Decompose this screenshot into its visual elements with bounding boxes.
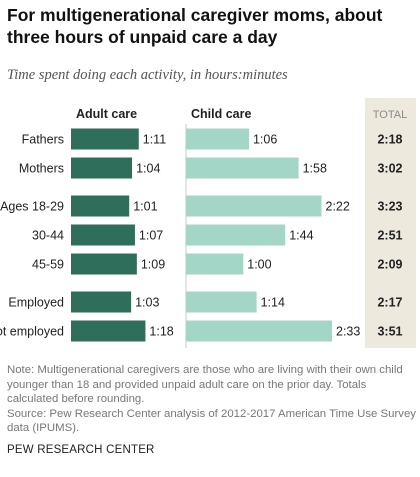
category-label: Not employed	[0, 325, 64, 339]
child-care-bar	[186, 291, 257, 313]
child-care-value-label: 2:22	[326, 200, 350, 214]
total-value-label: 3:02	[377, 162, 402, 176]
source-text: Source: Pew Research Center analysis of …	[7, 407, 416, 435]
adult-care-value-label: 1:01	[133, 200, 157, 214]
total-column-band	[365, 98, 416, 348]
adult-care-bar	[71, 128, 139, 150]
category-label: Mothers	[19, 162, 64, 176]
child-care-bar	[186, 157, 299, 179]
child-care-bar	[186, 253, 244, 275]
total-value-label: 2:51	[377, 229, 402, 243]
chart-rows: Fathers 1:11 1:06 2:18 Mothers 1:04 1:58 3:02 Ag…	[0, 128, 403, 342]
total-value-label: 2:09	[377, 258, 402, 272]
total-value-label: 2:17	[377, 296, 402, 310]
chart-notes: Note: Multigenerational caregivers are t…	[7, 363, 417, 436]
child-care-bar	[186, 195, 322, 217]
adult-care-bar	[71, 291, 132, 313]
adult-care-bar	[71, 224, 135, 246]
adult-care-value-label: 1:09	[141, 258, 165, 272]
brand-logo-text: PEW RESEARCH CENTER	[7, 444, 155, 456]
chart-title: For multigenerational caregiver moms, ab…	[7, 5, 383, 47]
child-care-bar	[186, 320, 332, 342]
child-care-value-label: 1:58	[303, 162, 327, 176]
adult-care-bar	[71, 320, 146, 342]
child-care-value-label: 1:14	[261, 296, 285, 310]
adult-care-value-label: 1:04	[136, 162, 160, 176]
category-label: Employed	[8, 296, 64, 310]
child-care-value-label: 1:06	[253, 133, 277, 147]
adult-care-value-label: 1:18	[149, 325, 173, 339]
bar-chart: Adult care Child care TOTAL Fathers 1:11 1…	[0, 98, 416, 348]
child-care-bar	[186, 128, 249, 150]
adult-care-value-label: 1:03	[135, 296, 159, 310]
category-label: 45-59	[32, 258, 64, 272]
note-text: Note: Multigenerational caregivers are t…	[7, 364, 403, 406]
child-care-value-label: 2:33	[336, 325, 360, 339]
total-value-label: 2:18	[377, 133, 402, 147]
adult-care-value-label: 1:07	[139, 229, 163, 243]
total-header: TOTAL	[373, 109, 407, 121]
adult-care-bar	[71, 157, 133, 179]
child-care-bar	[186, 224, 286, 246]
child-care-header: Child care	[191, 107, 251, 121]
category-label: 30-44	[32, 229, 64, 243]
chart-subtitle: Time spent doing each activity, in hours…	[7, 67, 288, 83]
total-value-label: 3:51	[377, 325, 402, 339]
adult-care-bar	[71, 253, 137, 275]
category-label: Ages 18-29	[0, 200, 64, 214]
child-care-value-label: 1:00	[247, 258, 271, 272]
total-value-label: 3:23	[377, 200, 402, 214]
child-care-value-label: 1:44	[289, 229, 313, 243]
adult-care-header: Adult care	[76, 107, 137, 121]
adult-care-bar	[71, 195, 130, 217]
adult-care-value-label: 1:11	[143, 133, 166, 147]
category-label: Fathers	[22, 133, 64, 147]
